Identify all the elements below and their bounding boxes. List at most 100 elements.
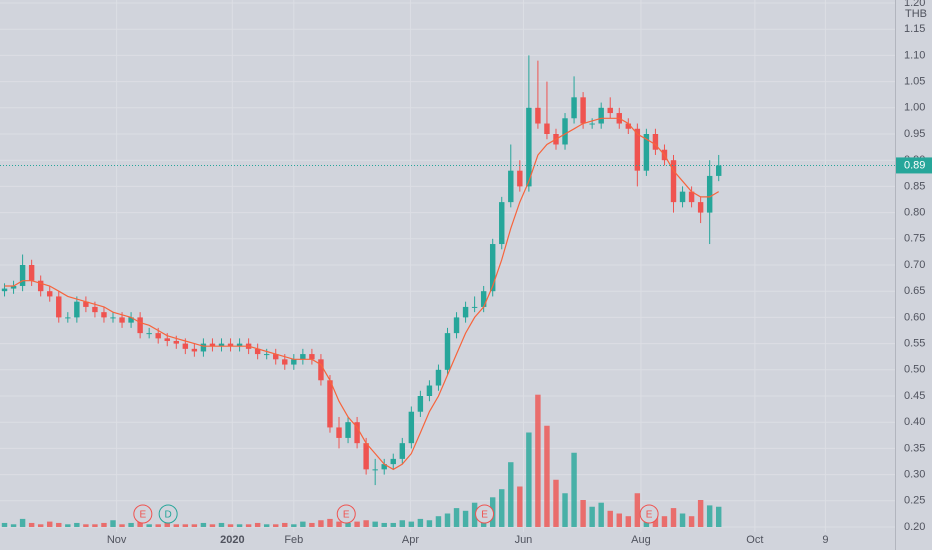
x-tick-label: 2020 — [220, 534, 244, 546]
volume-bar — [607, 510, 613, 527]
volume-bar — [390, 522, 396, 527]
last-price-tag — [896, 157, 932, 174]
y-tick-label: 0.35 — [904, 442, 925, 454]
volume-bar — [354, 521, 360, 527]
candle-body — [408, 411, 415, 444]
volume-bar — [65, 524, 71, 527]
candle-body — [263, 354, 270, 356]
volume-bar — [435, 516, 442, 527]
volume-bar — [526, 432, 532, 527]
candle-body — [462, 306, 469, 318]
moving-average — [4, 117, 720, 471]
volume-bar — [634, 493, 641, 527]
volume-bar — [191, 524, 198, 527]
candle-body — [300, 354, 306, 360]
volume-bar — [670, 508, 677, 527]
candle-body — [1, 288, 8, 292]
candle-body — [209, 343, 216, 347]
y-tick-label: 0.55 — [904, 338, 925, 350]
volume-bar — [200, 522, 207, 527]
candle-body — [526, 107, 532, 187]
volume-bar — [417, 518, 424, 527]
volume-bar — [336, 521, 342, 527]
candle-body — [670, 160, 677, 203]
volume-bar — [92, 524, 98, 527]
candle-body — [399, 443, 406, 459]
candle-body — [291, 359, 297, 365]
volume-bar — [544, 425, 550, 527]
x-tick-label: Oct — [746, 534, 763, 546]
candle-body — [173, 340, 179, 344]
y-tick-label: 0.95 — [904, 128, 925, 140]
volume-bar — [309, 522, 315, 527]
volume-bar — [245, 524, 252, 527]
volume-bar — [227, 524, 234, 527]
volume-bar — [119, 524, 125, 527]
candle-body — [652, 134, 659, 150]
candle-body — [580, 97, 586, 124]
volume-bar — [553, 479, 559, 527]
candle-body — [182, 343, 189, 349]
y-tick-label: 0.70 — [904, 259, 925, 271]
volume-bar — [616, 513, 622, 527]
volume-bar — [137, 521, 143, 527]
volume-bar — [291, 524, 297, 527]
volume-bar — [345, 522, 351, 527]
candle-body — [309, 354, 315, 360]
candle-body — [28, 265, 35, 281]
volume-bar — [74, 522, 80, 527]
candle-body — [426, 385, 433, 396]
candle-body — [65, 317, 71, 319]
y-tick-label: 0.20 — [904, 521, 925, 533]
candle-body — [471, 306, 478, 308]
volume-bar — [155, 524, 161, 527]
candle-body — [119, 317, 125, 323]
volume-bar — [236, 524, 243, 527]
candle-body — [354, 422, 360, 444]
volume-bar — [282, 522, 288, 527]
candle-body — [363, 443, 369, 470]
volume-bar — [562, 493, 568, 527]
candle-body — [679, 191, 686, 203]
volume-bar — [453, 508, 460, 527]
x-tick-label: Apr — [402, 534, 419, 546]
y-tick-label: 0.75 — [904, 233, 925, 245]
volume-bar — [716, 506, 722, 527]
candle-body — [282, 359, 288, 365]
volume-bar — [399, 520, 406, 527]
volume-bar — [173, 524, 179, 527]
volume-bar — [598, 502, 604, 527]
volume-bar — [589, 506, 595, 527]
y-tick-label: 0.65 — [904, 285, 925, 297]
y-tick-label: 0.50 — [904, 364, 925, 376]
candle-body — [390, 458, 396, 465]
candle-body — [19, 265, 26, 286]
candle-body — [643, 134, 650, 171]
candle-body — [480, 291, 487, 307]
candle-body — [571, 97, 577, 119]
candle-body — [562, 118, 568, 145]
event-marker — [133, 504, 153, 524]
volume-bar — [661, 516, 668, 527]
volume-bar — [1, 522, 8, 527]
volume-bar — [372, 521, 378, 527]
candle-body — [508, 170, 514, 203]
y-tick-label: 0.85 — [904, 180, 925, 192]
x-tick-label: Feb — [284, 534, 303, 546]
volume-bar — [164, 522, 170, 527]
y-tick-label: 0.45 — [904, 390, 925, 402]
volume-bar — [535, 394, 541, 527]
candle-body — [83, 301, 89, 307]
candle-body — [489, 244, 496, 292]
candle-body — [697, 202, 704, 213]
candle-body — [128, 317, 134, 323]
event-marker — [158, 504, 178, 524]
volume-bar — [83, 524, 89, 527]
grid — [0, 0, 895, 532]
volume-bar — [327, 518, 333, 527]
x-tick-label: 9 — [822, 534, 828, 546]
event-label: E — [140, 510, 147, 521]
volume-bar — [218, 522, 225, 527]
volume-bar — [300, 521, 306, 527]
